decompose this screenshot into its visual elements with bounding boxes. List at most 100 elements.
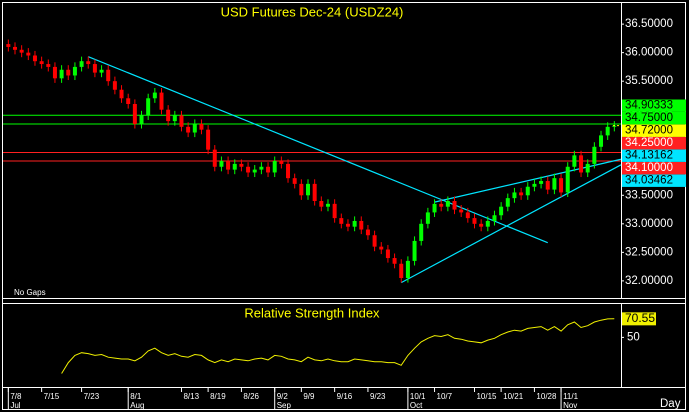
candle-body bbox=[26, 52, 31, 56]
chart-title: USD Futures Dec-24 (USDZ24) bbox=[221, 4, 404, 19]
candle-body bbox=[126, 98, 131, 104]
candle-body bbox=[339, 218, 344, 224]
candle-body bbox=[505, 198, 510, 207]
candle-body bbox=[19, 49, 24, 53]
rsi-value-label: 70.55 bbox=[625, 311, 655, 325]
x-tick-label: 9/16 bbox=[337, 392, 353, 401]
x-tick-label: 11/1 bbox=[563, 392, 579, 401]
candle-body bbox=[532, 183, 537, 187]
candle-body bbox=[152, 92, 157, 99]
candle-body bbox=[99, 69, 104, 73]
candle-body bbox=[279, 161, 284, 164]
candle-body bbox=[612, 125, 617, 127]
x-tick-label: 7/23 bbox=[84, 392, 100, 401]
price-label-box bbox=[622, 162, 686, 175]
candle-body bbox=[159, 92, 164, 110]
candle-body bbox=[525, 186, 530, 196]
x-tick-label: 8/13 bbox=[183, 392, 199, 401]
price-label-box bbox=[622, 124, 686, 137]
candle-body bbox=[172, 115, 177, 122]
candle-body bbox=[299, 183, 304, 196]
month-label: Jul bbox=[10, 401, 20, 410]
candle-body bbox=[92, 64, 97, 73]
candle-body bbox=[432, 203, 437, 213]
x-tick-label: 10/21 bbox=[503, 392, 524, 401]
candle-body bbox=[219, 161, 224, 167]
candle-body bbox=[79, 61, 84, 67]
candle-body bbox=[519, 192, 524, 196]
price-label-box bbox=[622, 174, 686, 187]
candle-body bbox=[32, 55, 37, 62]
candle-body bbox=[599, 135, 604, 147]
candle-body bbox=[179, 115, 184, 127]
candle-body bbox=[585, 163, 590, 173]
candle-body bbox=[445, 200, 450, 207]
price-label-box bbox=[622, 99, 686, 112]
candle-body bbox=[592, 146, 597, 164]
candle-body bbox=[146, 98, 151, 116]
candle-body bbox=[325, 203, 330, 207]
candle-body bbox=[492, 215, 497, 221]
candle-body bbox=[439, 203, 444, 207]
candle-body bbox=[212, 149, 217, 167]
candle-body bbox=[226, 161, 231, 170]
candle-body bbox=[199, 123, 204, 130]
y-tick-label: 50 bbox=[627, 331, 640, 343]
month-label: Oct bbox=[410, 401, 423, 410]
y-tick-label: 33.00000 bbox=[625, 218, 673, 230]
x-tick-label: 10/1 bbox=[410, 392, 426, 401]
y-tick-label: 35.50000 bbox=[625, 75, 673, 87]
candle-body bbox=[512, 192, 517, 199]
candle-body bbox=[405, 260, 410, 279]
price-label-box bbox=[622, 149, 686, 162]
trendline bbox=[434, 158, 622, 203]
candle-body bbox=[292, 178, 297, 184]
candle-body bbox=[352, 220, 357, 227]
candle-body bbox=[112, 81, 117, 90]
y-tick-label: 36.00000 bbox=[625, 47, 673, 59]
candle-body bbox=[186, 126, 191, 133]
month-label: Nov bbox=[563, 401, 577, 410]
candle-body bbox=[106, 69, 111, 82]
candle-body bbox=[192, 123, 197, 133]
candle-body bbox=[319, 200, 324, 207]
candle-body bbox=[465, 212, 470, 219]
candle-body bbox=[579, 155, 584, 173]
candle-body bbox=[499, 206, 504, 216]
candle-body bbox=[139, 115, 144, 124]
candle-body bbox=[66, 69, 71, 76]
x-tick-label: 9/2 bbox=[277, 392, 289, 401]
x-tick-label: 10/28 bbox=[536, 392, 557, 401]
candle-body bbox=[272, 161, 277, 173]
candle-body bbox=[72, 66, 77, 76]
candle-body bbox=[485, 220, 490, 227]
candle-body bbox=[86, 61, 91, 65]
candle-body bbox=[412, 240, 417, 261]
x-tick-label: 9/23 bbox=[370, 392, 386, 401]
candle-body bbox=[119, 89, 124, 99]
rsi-title: Relative Strength Index bbox=[244, 305, 380, 320]
candle-body bbox=[345, 223, 350, 227]
x-tick-label: 9/9 bbox=[303, 392, 315, 401]
candle-body bbox=[239, 163, 244, 167]
candle-body bbox=[399, 263, 404, 279]
candle-body bbox=[46, 64, 51, 67]
candle-body bbox=[479, 223, 484, 227]
y-tick-label: 32.50000 bbox=[625, 246, 673, 258]
candle-body bbox=[545, 181, 550, 190]
candle-body bbox=[365, 229, 370, 236]
trendline bbox=[88, 56, 548, 244]
period-label: Day bbox=[660, 398, 681, 410]
x-tick-label: 8/19 bbox=[210, 392, 226, 401]
candle-body bbox=[379, 246, 384, 250]
candle-body bbox=[425, 212, 430, 224]
candle-body bbox=[565, 166, 570, 193]
candle-body bbox=[312, 183, 317, 201]
candle-body bbox=[206, 129, 211, 150]
price-label: 34.75000 bbox=[625, 112, 673, 124]
candle-body bbox=[12, 46, 17, 50]
price-label-box bbox=[622, 137, 686, 150]
month-label: Sep bbox=[277, 401, 292, 410]
